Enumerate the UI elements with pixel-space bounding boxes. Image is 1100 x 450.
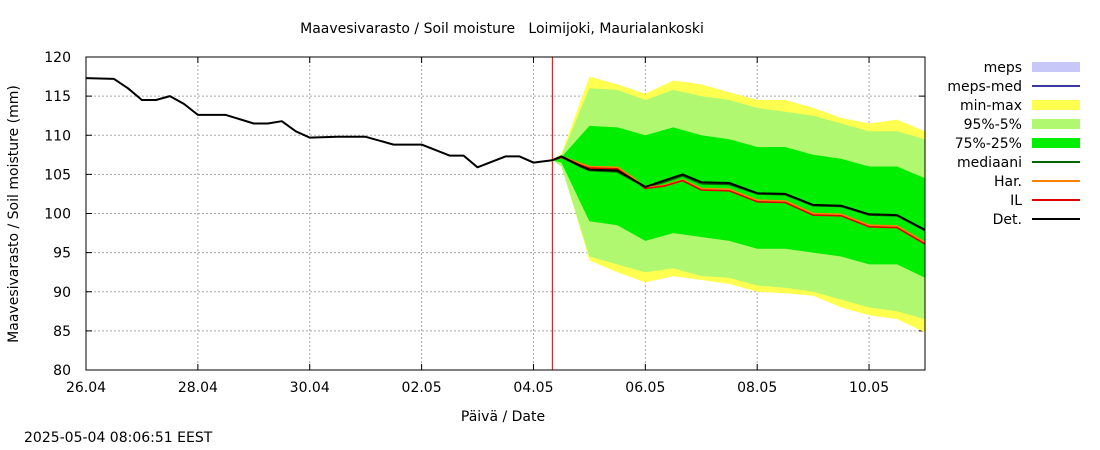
y-tick-label: 100 — [44, 207, 71, 223]
legend-label: Det. — [993, 212, 1022, 228]
series-line-har- — [551, 155, 926, 244]
legend-label: meps — [984, 60, 1022, 76]
y-axis-label: Maavesivarasto / Soil moisture (mm) — [6, 85, 22, 343]
plot-frame — [85, 56, 926, 371]
y-tick-label: 105 — [44, 167, 71, 183]
legend-label: meps-med — [947, 79, 1022, 95]
legend-swatch — [1032, 100, 1080, 110]
legend-label: Har. — [994, 174, 1022, 190]
y-tick-label: 120 — [44, 50, 71, 66]
chart-title: Maavesivarasto / Soil moisture Loimijoki… — [300, 21, 704, 37]
x-tick-label: 06.05 — [625, 380, 665, 396]
legend-swatch — [1032, 119, 1080, 129]
x-tick-label: 04.05 — [513, 380, 553, 396]
x-tick-label: 10.05 — [849, 380, 889, 396]
series-line-il — [551, 156, 926, 245]
y-tick-label: 80 — [53, 363, 71, 379]
y-tick-label: 85 — [53, 324, 71, 340]
plot-area: 80 85 90 95 100 105 110 115 120 26.04 28.04 30.04 02… — [44, 50, 926, 396]
y-tick-label: 115 — [44, 89, 71, 105]
legend-label: min-max — [960, 98, 1022, 114]
x-tick-label: 02.05 — [402, 380, 442, 396]
band-75-25- — [552, 125, 925, 278]
legend-label: 75%-25% — [955, 136, 1022, 152]
legend-swatch — [1032, 138, 1080, 148]
legend-label: 95%-5% — [964, 117, 1022, 133]
legend-label: IL — [1010, 193, 1022, 209]
timestamp: 2025-05-04 08:06:51 EEST — [24, 430, 213, 446]
x-tick-label: 30.04 — [290, 380, 330, 396]
x-tick-label: 26.04 — [66, 380, 106, 396]
series-line-det- — [85, 77, 926, 231]
legend-swatch — [1032, 62, 1080, 72]
y-tick-label: 90 — [53, 285, 71, 301]
y-tick-label: 110 — [44, 128, 71, 144]
x-tick-label: 08.05 — [737, 380, 777, 396]
x-axis-label: Päivä / Date — [461, 409, 545, 425]
y-tick-label: 95 — [53, 246, 71, 262]
x-tick-label: 28.04 — [178, 380, 218, 396]
legend: meps meps-med min-max 95%-5% 75%-25% mediaani… — [947, 60, 1080, 228]
legend-label: mediaani — [957, 155, 1022, 171]
